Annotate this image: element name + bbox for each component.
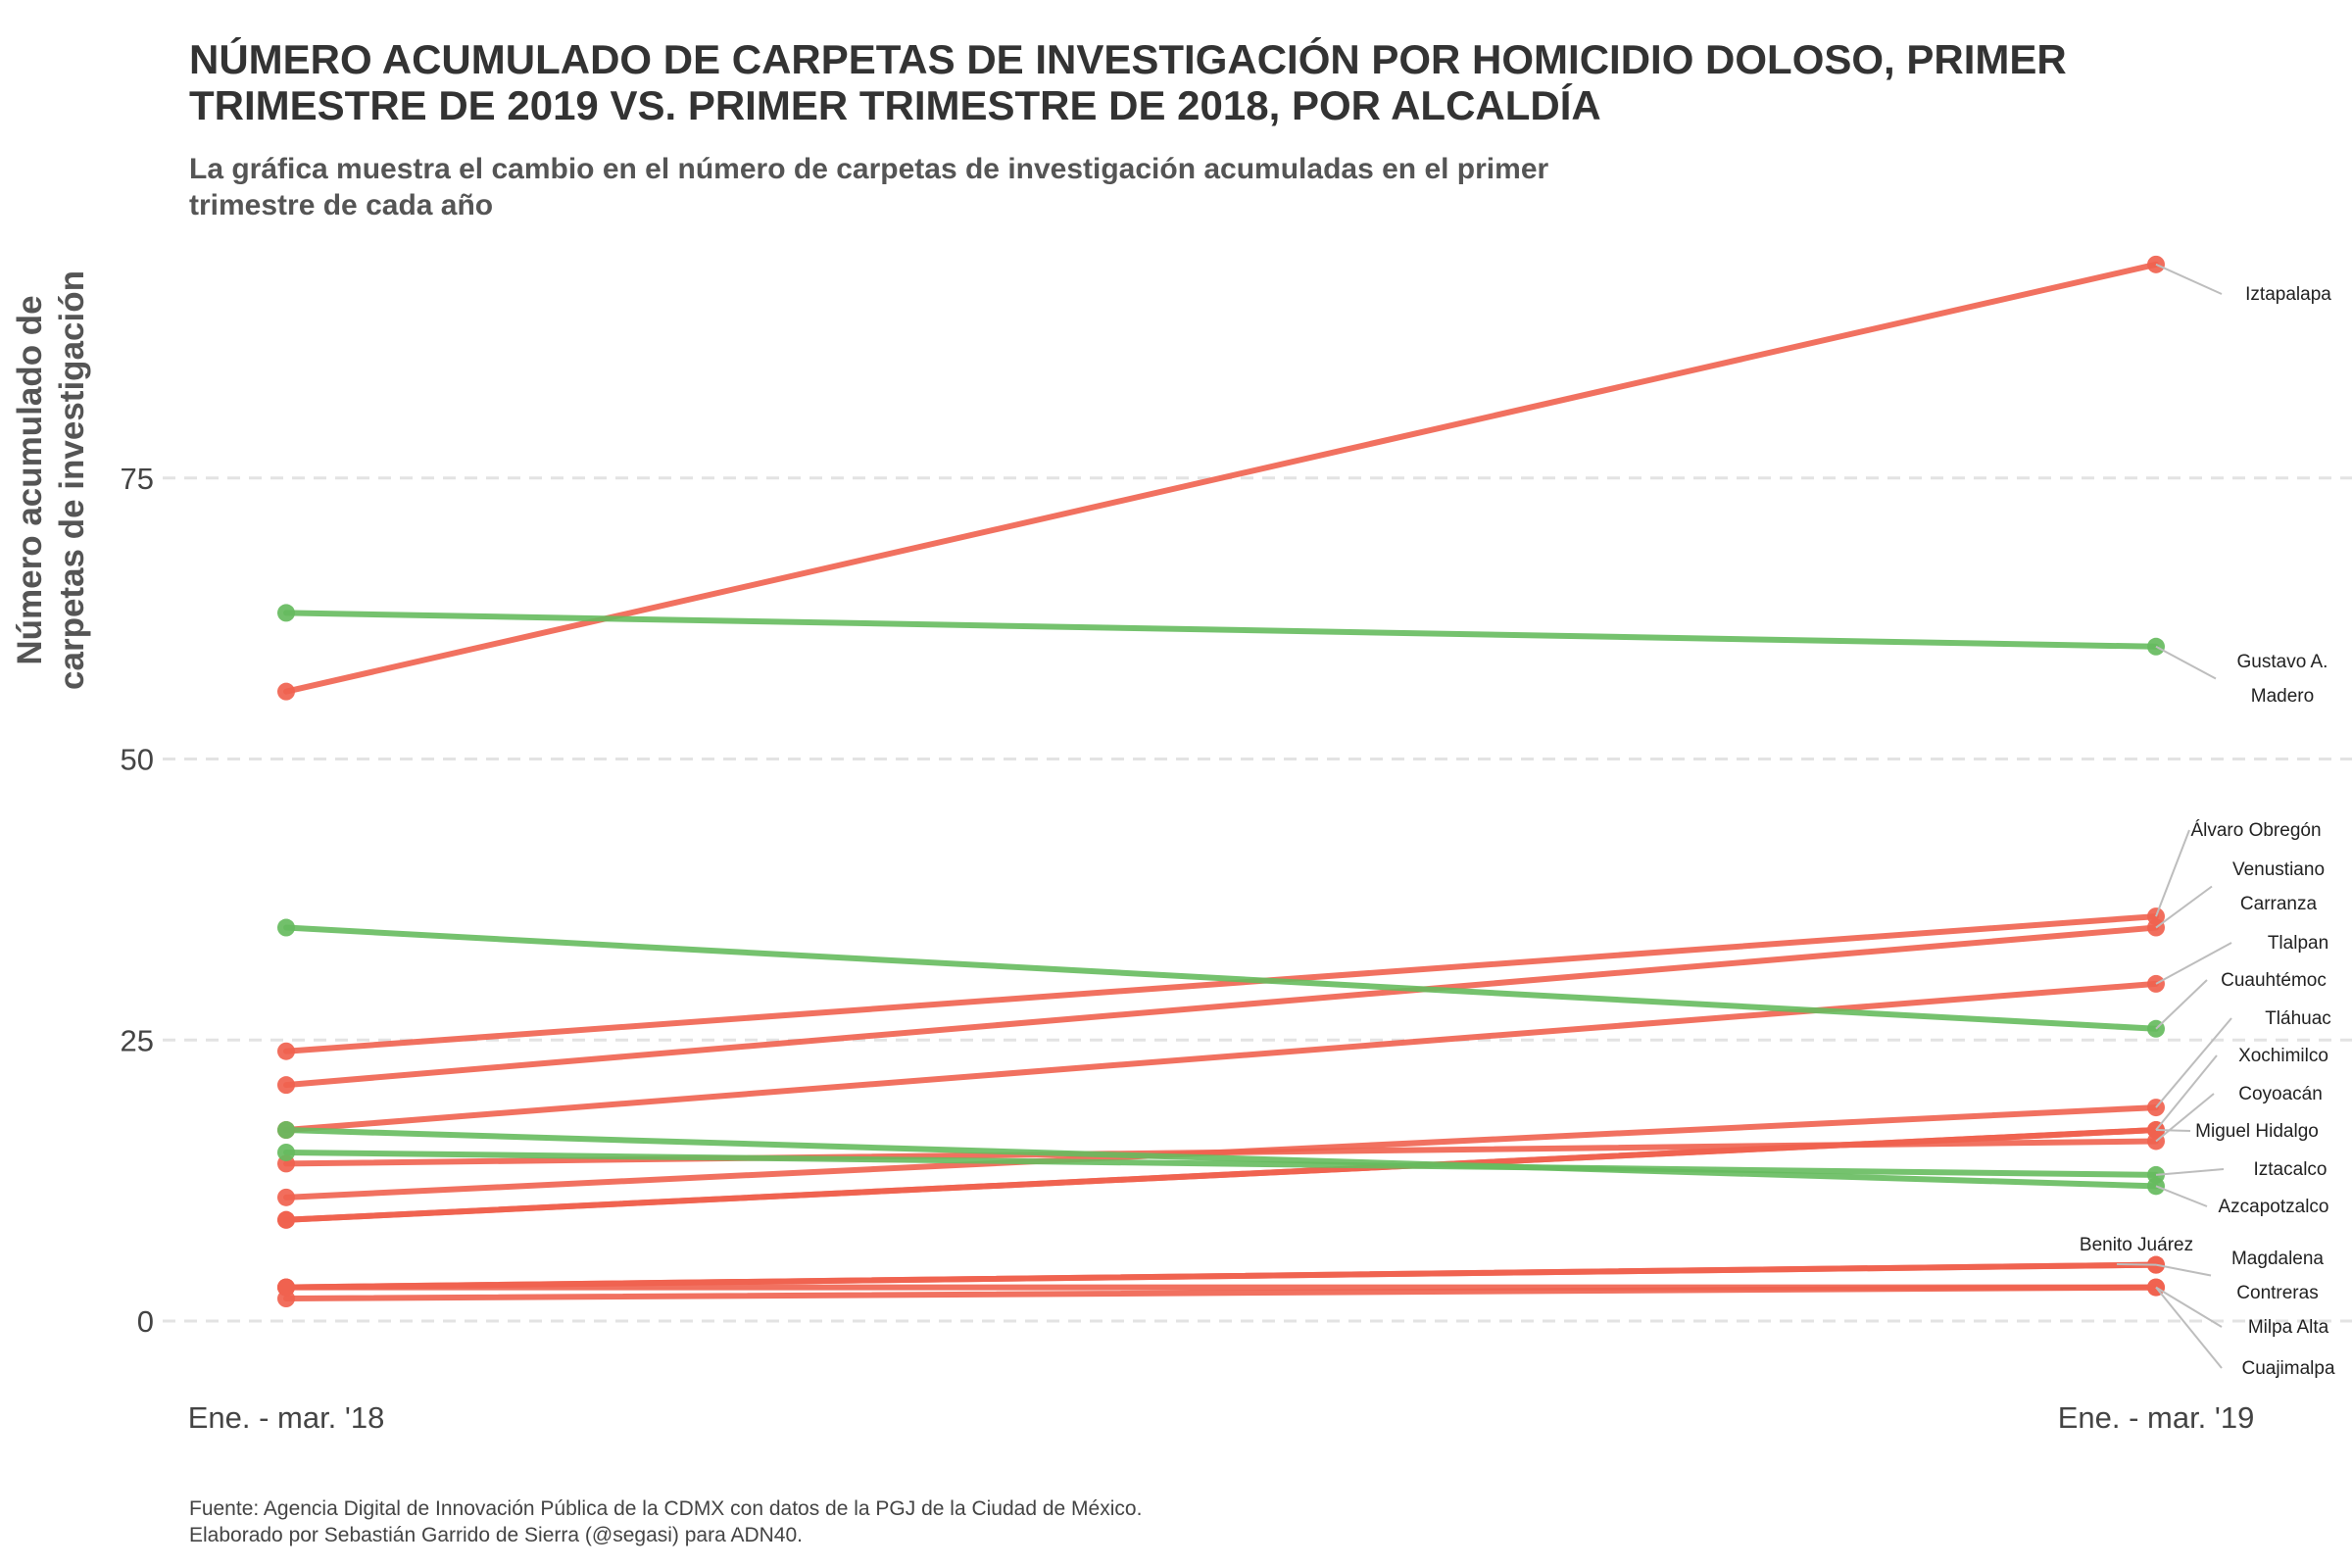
label-gustavo-a-madero: Gustavo A. Madero [2237, 652, 2328, 707]
title-line-2: TRIMESTRE DE 2019 VS. PRIMER TRIMESTRE D… [189, 82, 1601, 128]
x-tick-1: Ene. - mar. '18 [188, 1400, 385, 1435]
label-cuauhtemoc: Cuauhtémoc [2221, 970, 2327, 991]
label-miguel-hidalgo: Miguel Hidalgo [2195, 1121, 2319, 1142]
point-cuajimalpa-1 [277, 1278, 295, 1297]
label-cuajimalpa: Cuajimalpa [2241, 1358, 2334, 1379]
caption-line-2: Elaborado por Sebastián Garrido de Sierr… [189, 1524, 803, 1546]
leader-miguel-hidalgo [2155, 1129, 2191, 1132]
gridlines [163, 476, 2352, 1323]
line-cuauhtemoc [283, 924, 2159, 1032]
series-lines [283, 261, 2159, 1302]
point-tlahuac-1 [277, 1188, 295, 1206]
leader-benito-juarez [2116, 1263, 2157, 1266]
line-azcapotzalco [283, 1127, 2159, 1190]
leader-gustavo-a-madero [2155, 645, 2217, 680]
leader-venustiano-carranza [2155, 885, 2213, 929]
point-venustiano-carranza-1 [277, 1076, 295, 1095]
leader-iztacalco [2155, 1168, 2225, 1176]
label-coyoacan: Coyoacán [2238, 1084, 2323, 1104]
line-tlalpan [283, 980, 2159, 1134]
label-milpa-alta: Milpa Alta [2248, 1317, 2329, 1338]
label-azcapotzalco: Azcapotzalco [2218, 1197, 2328, 1217]
point-gustavo-a-madero-1 [277, 604, 295, 622]
leader-cuauhtemoc [2155, 979, 2208, 1030]
x-axis-ticks: Ene. - mar. '18 Ene. - mar. '19 [188, 1400, 2255, 1435]
line-miguel-hidalgo [283, 1127, 2159, 1223]
caption-line-1: Fuente: Agencia Digital de Innovación Pú… [189, 1497, 1142, 1520]
subtitle-line-2: trimestre de cada año [189, 189, 493, 221]
label-magdalena-contreras: Magdalena Contreras [2231, 1249, 2324, 1303]
y-tick-0: 0 [137, 1304, 154, 1339]
chart-title: NÚMERO ACUMULADO DE CARPETAS DE INVESTIG… [189, 35, 2067, 128]
label-alvaro-obregon: Álvaro Obregón [2190, 820, 2321, 841]
point-miguel-hidalgo-1 [277, 1210, 295, 1229]
point-azcapotzalco-1 [277, 1121, 295, 1140]
label-benito-juarez: Benito Juárez [2080, 1235, 2193, 1255]
y-axis-title-line-1: Número acumulado de [11, 295, 49, 664]
line-iztacalco [283, 1149, 2159, 1178]
label-iztacalco: Iztacalco [2254, 1159, 2328, 1180]
x-tick-2: Ene. - mar. '19 [2058, 1400, 2255, 1435]
line-alvaro-obregon [283, 913, 2159, 1054]
point-alvaro-obregon-1 [277, 1042, 295, 1060]
label-leaders [2116, 263, 2232, 1369]
y-tick-75: 75 [121, 462, 154, 496]
title-line-1: NÚMERO ACUMULADO DE CARPETAS DE INVESTIG… [189, 35, 2067, 82]
y-axis-title-line-2: carpetas de investigación [53, 270, 91, 690]
y-axis-ticks: 0 25 50 75 [121, 462, 154, 1339]
y-tick-25: 25 [121, 1023, 154, 1057]
leader-iztapalapa [2155, 263, 2223, 295]
series-labels: Iztapalapa Gustavo A. Madero Álvaro Obregón… [2080, 284, 2335, 1379]
leader-tlahuac [2155, 1017, 2232, 1108]
subtitle-line-1: La gráfica muestra el cambio en el númer… [189, 153, 1549, 185]
leader-milpa-alta [2155, 1286, 2223, 1328]
point-iztapalapa-1 [277, 682, 295, 701]
point-iztacalco-1 [277, 1143, 295, 1161]
line-venustiano-carranza [283, 924, 2159, 1089]
label-tlahuac: Tláhuac [2265, 1008, 2331, 1029]
leader-tlalpan [2155, 942, 2232, 985]
point-cuauhtemoc-1 [277, 918, 295, 937]
leader-magdalena-contreras [2155, 1263, 2212, 1277]
leader-xochimilco [2155, 1054, 2218, 1131]
y-axis-title: Número acumulado de carpetas de investiga… [11, 270, 91, 690]
chart-subtitle: La gráfica muestra el cambio en el númer… [189, 153, 1549, 221]
line-gustavo-a-madero [283, 610, 2159, 650]
chart-caption: Fuente: Agencia Digital de Innovación Pú… [189, 1497, 1142, 1546]
label-venustiano-carranza: Venustiano Carranza [2232, 859, 2325, 914]
leader-alvaro-obregon [2155, 829, 2190, 917]
label-iztapalapa: Iztapalapa [2245, 284, 2331, 305]
label-tlalpan: Tlalpan [2268, 933, 2328, 954]
label-xochimilco: Xochimilco [2238, 1046, 2328, 1066]
y-tick-50: 50 [121, 743, 154, 777]
leader-coyoacan [2155, 1093, 2215, 1143]
line-magdalena-contreras [283, 1261, 2159, 1291]
leader-azcapotzalco [2155, 1185, 2208, 1207]
leader-cuajimalpa [2155, 1286, 2223, 1369]
